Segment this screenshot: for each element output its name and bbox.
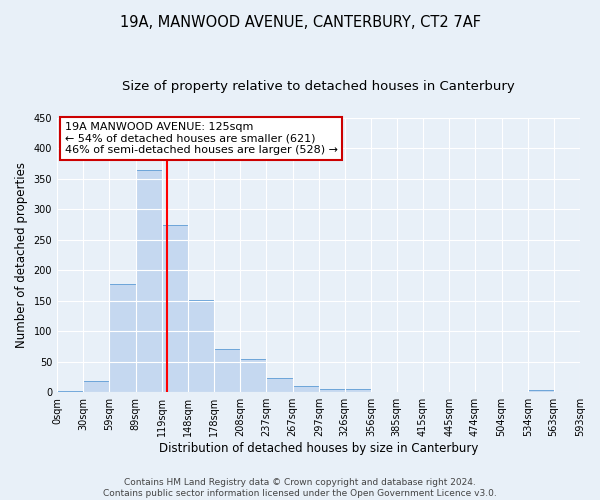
Bar [266, 378, 293, 392]
Bar [319, 388, 344, 392]
Bar [241, 358, 266, 392]
Bar [136, 170, 162, 392]
Bar [293, 386, 319, 392]
Bar [57, 391, 83, 392]
Bar [83, 381, 109, 392]
Y-axis label: Number of detached properties: Number of detached properties [15, 162, 28, 348]
Bar [109, 284, 136, 392]
Bar [214, 349, 241, 392]
Bar [188, 300, 214, 392]
Text: 19A, MANWOOD AVENUE, CANTERBURY, CT2 7AF: 19A, MANWOOD AVENUE, CANTERBURY, CT2 7AF [119, 15, 481, 30]
Bar [344, 389, 371, 392]
X-axis label: Distribution of detached houses by size in Canterbury: Distribution of detached houses by size … [159, 442, 478, 455]
Bar [528, 390, 554, 392]
Bar [162, 224, 188, 392]
Text: 19A MANWOOD AVENUE: 125sqm
← 54% of detached houses are smaller (621)
46% of sem: 19A MANWOOD AVENUE: 125sqm ← 54% of deta… [65, 122, 338, 155]
Title: Size of property relative to detached houses in Canterbury: Size of property relative to detached ho… [122, 80, 515, 93]
Text: Contains HM Land Registry data © Crown copyright and database right 2024.
Contai: Contains HM Land Registry data © Crown c… [103, 478, 497, 498]
